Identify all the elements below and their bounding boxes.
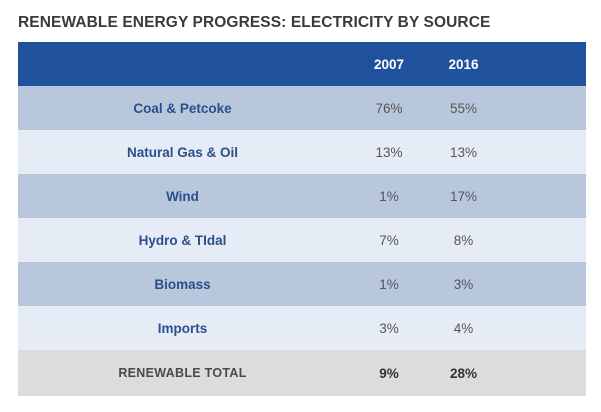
source-label: Wind: [166, 188, 199, 204]
source-label: Biomass: [154, 276, 211, 292]
total-row: RENEWABLE TOTAL 9% 28%: [18, 350, 586, 396]
value-2016: 8%: [453, 232, 474, 248]
value-2007: 1%: [379, 276, 399, 292]
value-2007: 3%: [379, 320, 399, 336]
electricity-by-source-table: 2007 2016 Coal & Petcoke 76% 55% Natural…: [18, 42, 586, 396]
value-2016: 4%: [453, 320, 474, 336]
header-2016: 2016: [448, 56, 479, 72]
value-2007: 1%: [379, 188, 399, 204]
table-row: Imports 3% 4%: [18, 306, 586, 350]
total-2016: 28%: [449, 365, 478, 381]
value-2007: 76%: [375, 100, 403, 116]
source-label: Natural Gas & Oil: [126, 144, 239, 160]
value-2016: 17%: [449, 188, 478, 204]
table-row: Hydro & TIdal 7% 8%: [18, 218, 586, 262]
table-row: Biomass 1% 3%: [18, 262, 586, 306]
header-2007: 2007: [373, 56, 405, 72]
value-2016: 3%: [453, 276, 474, 292]
total-label: RENEWABLE TOTAL: [118, 366, 247, 380]
value-2007: 13%: [375, 144, 403, 160]
value-2016: 13%: [449, 144, 478, 160]
source-label: Hydro & TIdal: [138, 232, 227, 248]
table-row: Coal & Petcoke 76% 55%: [18, 86, 586, 130]
source-label: Imports: [157, 320, 208, 336]
source-label: Coal & Petcoke: [133, 100, 232, 116]
value-2007: 7%: [379, 232, 399, 248]
table-header-row: 2007 2016: [18, 42, 586, 86]
total-2007: 9%: [379, 365, 399, 381]
table-row: Natural Gas & Oil 13% 13%: [18, 130, 586, 174]
value-2016: 55%: [449, 100, 478, 116]
table-title: RENEWABLE ENERGY PROGRESS: ELECTRICITY B…: [18, 14, 491, 31]
table-row: Wind 1% 17%: [18, 174, 586, 218]
